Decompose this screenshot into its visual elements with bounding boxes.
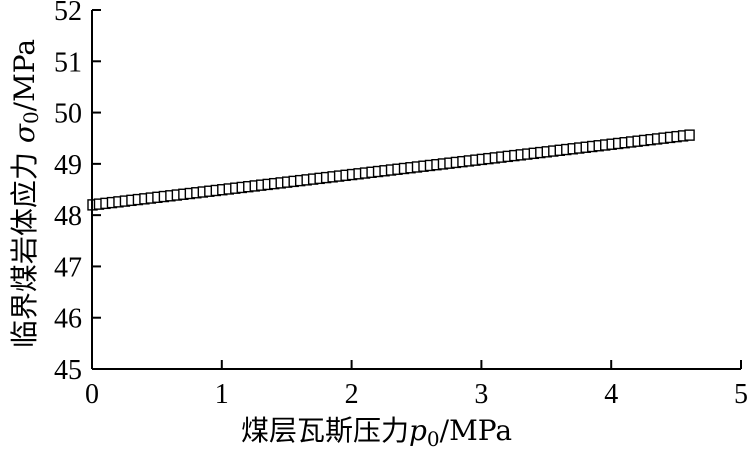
x-tick-label: 4 xyxy=(604,379,618,410)
y-tick-label: 47 xyxy=(54,252,82,283)
y-axis-title-subscript: 0 xyxy=(19,111,43,124)
x-tick-label: 0 xyxy=(85,379,99,410)
x-tick-label: 5 xyxy=(734,379,747,410)
y-axis-title: 临界煤岩体应力 σ0/MPa xyxy=(8,39,43,348)
x-axis-title-text: 煤层瓦斯压力 xyxy=(241,414,409,447)
data-point xyxy=(684,129,695,141)
y-tick-label: 50 xyxy=(54,99,82,130)
data-markers xyxy=(87,129,695,211)
x-axis-title-unit: /MPa xyxy=(440,414,512,447)
y-axis-title-unit: /MPa xyxy=(8,39,41,111)
x-axis-title-symbol: p xyxy=(409,414,427,447)
y-tick-label: 46 xyxy=(54,304,82,335)
y-axis-title-symbol: σ xyxy=(8,123,41,143)
x-axis-title: 煤层瓦斯压力p0/MPa xyxy=(241,414,512,450)
y-tick-label: 49 xyxy=(54,150,82,181)
axes xyxy=(91,10,741,370)
x-axis-title-subscript: 0 xyxy=(427,427,440,450)
x-tick-label: 1 xyxy=(215,379,229,410)
x-tick-label: 3 xyxy=(474,379,488,410)
y-tick-label: 52 xyxy=(54,0,82,27)
x-tick-label: 2 xyxy=(345,379,359,410)
y-tick-label: 45 xyxy=(54,355,82,386)
y-tick-label: 48 xyxy=(54,201,82,232)
y-axis-title-text: 临界煤岩体应力 xyxy=(8,143,41,348)
y-tick-label: 51 xyxy=(54,47,82,78)
